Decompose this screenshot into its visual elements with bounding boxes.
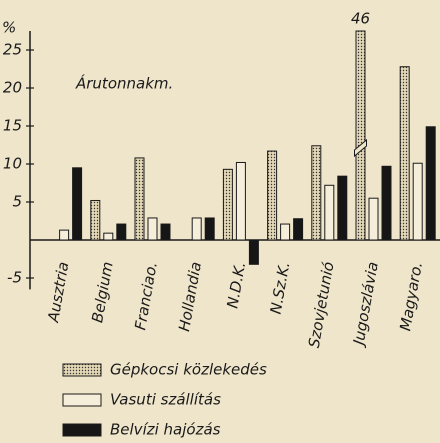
bar <box>267 150 278 241</box>
legend-swatch <box>62 363 102 377</box>
bar <box>191 217 202 241</box>
x-tick-label: N.Sz.K. <box>267 260 294 315</box>
y-tick-label: 5 <box>12 193 22 211</box>
y-axis-label: % <box>2 19 16 37</box>
bar <box>425 126 436 241</box>
x-tick-label: Jugoszlávia <box>349 260 382 349</box>
legend-label: Vasuti szállítás <box>110 391 221 409</box>
bar <box>337 175 348 241</box>
y-tick-label: 15 <box>3 117 22 135</box>
bar <box>90 199 101 241</box>
bar <box>412 162 423 241</box>
bar-break <box>354 138 367 158</box>
bar <box>324 184 335 241</box>
x-tick-label: N.D.K. <box>223 260 249 309</box>
legend-swatch <box>62 393 102 407</box>
bar <box>134 157 145 241</box>
x-tick-label: Franciao. <box>131 260 161 331</box>
bar <box>103 232 114 241</box>
x-tick-label: Magyaro. <box>396 260 426 332</box>
bar <box>368 197 379 241</box>
x-tick-label: Szovjetunió <box>305 260 338 349</box>
legend-label: Gépkocsi közlekedés <box>110 361 267 379</box>
bar <box>160 223 171 241</box>
bar <box>355 30 366 241</box>
legend-swatch <box>62 423 102 437</box>
y-tick-label: 25 <box>3 41 22 59</box>
x-tick-label: Ausztria <box>44 260 72 324</box>
bar <box>147 217 158 241</box>
bar <box>248 239 259 265</box>
value-label: 46 <box>351 10 370 28</box>
y-tick-label: -5 <box>7 269 22 287</box>
bar <box>381 165 392 241</box>
x-tick-label: Belgium <box>88 260 116 324</box>
y-tick-label: 20 <box>3 79 22 97</box>
bar <box>280 223 291 241</box>
bar <box>293 218 304 241</box>
bar <box>235 161 246 241</box>
x-tick-label: Hollandia <box>175 260 205 332</box>
bar <box>311 145 322 241</box>
annotation: Árutonnakm. <box>75 74 173 93</box>
y-tick-label: 10 <box>3 155 22 173</box>
bar <box>222 168 233 241</box>
bar <box>204 217 215 241</box>
bar <box>399 66 410 241</box>
bar <box>59 229 70 241</box>
bar <box>116 223 127 241</box>
legend-label: Belvízi hajózás <box>110 421 221 439</box>
bar <box>72 167 83 241</box>
